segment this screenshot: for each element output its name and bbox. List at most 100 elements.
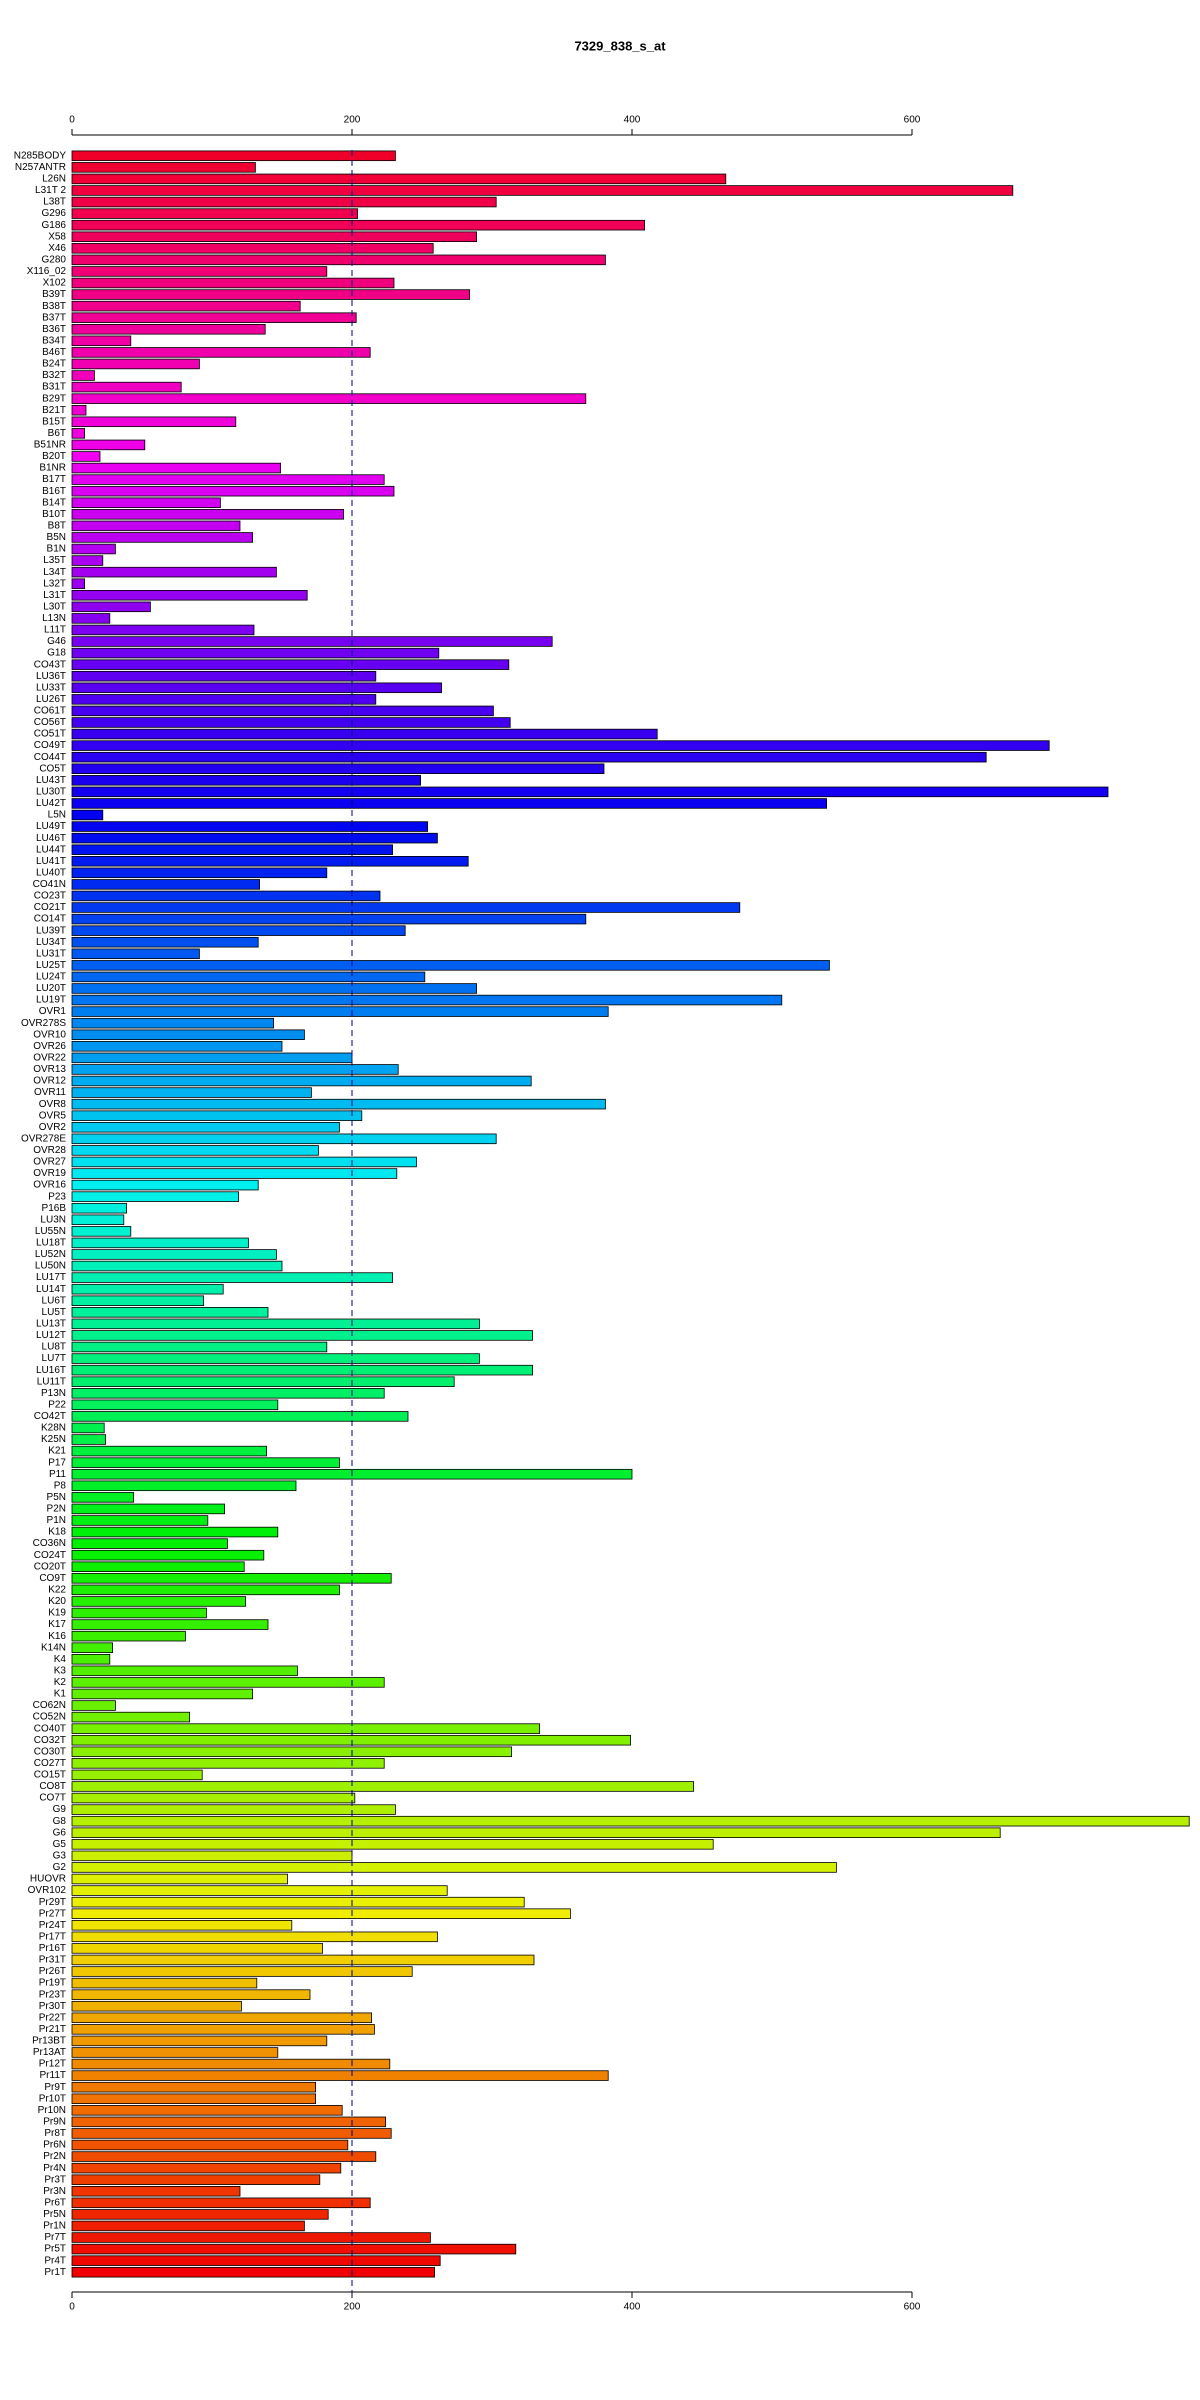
y-tick-label: LU11T [37, 1376, 66, 1387]
bar [71, 2162, 342, 2174]
y-tick-label: CO14T [34, 914, 66, 925]
bar [71, 1885, 448, 1896]
bar [71, 231, 478, 242]
y-tick-label: LU6T [42, 1295, 66, 1306]
y-tick-label: L11T [44, 625, 66, 636]
bar [71, 335, 132, 347]
bar [71, 462, 282, 474]
bar [71, 1006, 609, 1017]
y-tick-label: B34T [42, 335, 66, 346]
y-tick-label: OVR5 [39, 1110, 67, 1121]
bar [71, 208, 359, 219]
y-tick-label: LU30T [36, 787, 66, 798]
y-tick-label: Pr1T [44, 2267, 66, 2278]
bar [71, 532, 254, 543]
bar [71, 1654, 111, 1665]
x-tick-label: 200 [344, 2302, 361, 2313]
bar [71, 1237, 249, 1249]
bar [71, 1711, 190, 1723]
y-tick-label: Pr22T [39, 2012, 66, 2023]
y-tick-label: L31T 2 [35, 185, 66, 196]
y-tick-label: CO36N [33, 1538, 66, 1549]
bar [71, 2232, 431, 2243]
y-tick-label: CO56T [34, 717, 66, 728]
bar [71, 1098, 606, 1110]
bar [71, 555, 104, 566]
y-tick-label: CO62N [33, 1700, 66, 1711]
bar [71, 832, 438, 844]
y-tick-label: Pr12T [39, 2059, 66, 2070]
y-tick-label: B1NR [39, 463, 66, 474]
y-tick-label: LU13T [36, 1319, 66, 1330]
y-tick-label: Pr27T [39, 1908, 66, 1919]
y-tick-label: L5N [48, 810, 66, 821]
bar [71, 1041, 283, 1052]
y-tick-label: CO23T [34, 891, 66, 902]
y-tick-label: OVR278E [21, 1133, 66, 1144]
bar [71, 266, 328, 277]
y-tick-label: B31T [42, 382, 66, 393]
y-tick-label: P22 [48, 1399, 66, 1410]
y-tick-label: P5N [47, 1492, 66, 1503]
y-tick-label: N257ANTR [15, 162, 66, 173]
bar [71, 1191, 240, 1202]
x-tick-label: 600 [904, 2302, 921, 2313]
y-tick-label: P13N [41, 1388, 66, 1399]
y-tick-label: G9 [53, 1804, 67, 1815]
y-tick-label: OVR27 [33, 1157, 66, 1168]
y-tick-label: B32T [42, 370, 66, 381]
y-tick-label: L35T [43, 555, 66, 566]
y-tick-label: LU39T [36, 925, 66, 936]
y-tick-label: CO7T [39, 1793, 66, 1804]
y-tick-label: Pr3N [43, 2186, 66, 2197]
bar [71, 219, 645, 231]
bar [71, 162, 256, 173]
y-tick-label: CO24T [34, 1550, 66, 1561]
bar [71, 1723, 541, 1734]
y-tick-label: K17 [48, 1619, 66, 1630]
y-tick-label: B15T [42, 416, 66, 427]
bar [71, 1989, 311, 2000]
y-tick-label: L38T [43, 197, 66, 208]
y-tick-label: CO32T [34, 1735, 66, 1746]
bar [71, 381, 182, 393]
y-tick-label: Pr8T [44, 2128, 66, 2139]
bar [71, 971, 426, 983]
y-tick-label: Pr31T [39, 1955, 66, 1966]
y-tick-label: X58 [48, 231, 66, 242]
bar [71, 1260, 283, 1272]
y-tick-label: LU7T [42, 1353, 66, 1364]
bar [71, 913, 587, 925]
bar [71, 1353, 480, 1364]
bar [71, 1388, 385, 1399]
bar [71, 890, 381, 902]
y-tick-label: B38T [42, 301, 66, 312]
bar [71, 2186, 241, 2197]
bar [71, 1758, 385, 1769]
y-tick-label: G186 [42, 220, 67, 231]
bar [71, 1827, 1001, 1838]
bar [71, 879, 261, 890]
y-tick-label: B37T [42, 312, 66, 323]
bar [71, 1584, 340, 1596]
y-tick-label: LU31T [36, 948, 66, 959]
bar [71, 1087, 312, 1098]
y-tick-label: Pr30T [39, 2001, 66, 2012]
y-tick-label: Pr13AT [33, 2047, 66, 2058]
bar [71, 358, 200, 370]
y-tick-label: Pr4N [43, 2163, 66, 2174]
y-tick-label: B20T [42, 451, 66, 462]
bar [71, 566, 277, 578]
bar [71, 1538, 228, 1549]
y-tick-label: B16T [42, 486, 66, 497]
bar [71, 2266, 436, 2278]
y-tick-label: X46 [48, 243, 66, 254]
bar [71, 1422, 105, 1434]
y-tick-label: LU52N [35, 1249, 66, 1260]
y-tick-label: P1N [47, 1515, 66, 1526]
y-tick-label: OVR22 [33, 1053, 66, 1064]
bar [71, 1156, 417, 1168]
bar [71, 1920, 293, 1931]
bar [71, 1931, 438, 1943]
y-tick-label: G3 [53, 1851, 67, 1862]
